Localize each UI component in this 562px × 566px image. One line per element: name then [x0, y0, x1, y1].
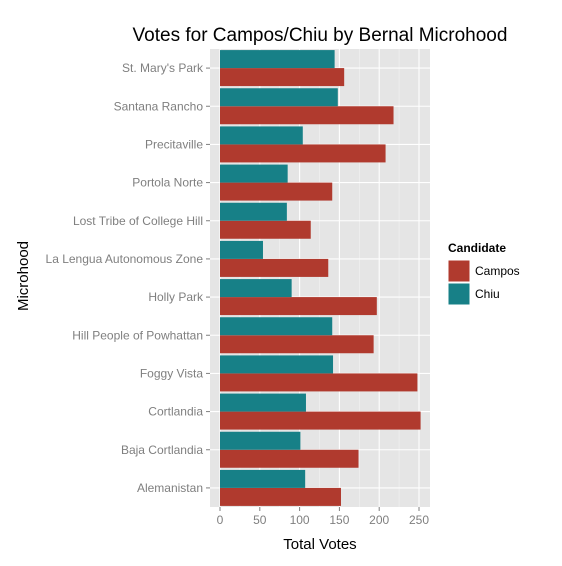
- y-tick-label: Holly Park: [148, 290, 204, 304]
- x-tick-label: 200: [369, 513, 389, 527]
- x-tick-label: 150: [329, 513, 349, 527]
- legend-title: Candidate: [448, 241, 506, 255]
- bar-chiu: [220, 393, 306, 412]
- bar-campos: [220, 68, 345, 87]
- chart-title: Votes for Campos/Chiu by Bernal Microhoo…: [133, 25, 508, 46]
- y-tick-label: Baja Cortlandia: [121, 443, 203, 457]
- bar-campos: [220, 487, 341, 506]
- bar-chiu: [220, 317, 333, 336]
- y-tick-label: Precitaville: [145, 137, 203, 151]
- bar-chiu: [220, 279, 292, 298]
- y-tick-label: Cortlandia: [148, 405, 203, 419]
- y-tick-label: Lost Tribe of College Hill: [73, 214, 203, 228]
- legend-key-chiu: [447, 282, 471, 306]
- bar-campos: [220, 182, 333, 201]
- bar-chiu: [220, 469, 306, 488]
- y-tick-label: Alemanistan: [137, 481, 203, 495]
- bar-campos: [220, 144, 386, 163]
- bar-campos: [220, 297, 377, 316]
- y-tick-label: Hill People of Powhattan: [72, 328, 203, 342]
- bar-campos: [220, 411, 421, 430]
- bar-chiu: [220, 431, 301, 450]
- x-tick-label: 50: [253, 513, 267, 527]
- bar-campos: [220, 449, 359, 468]
- legend-key-campos: [447, 259, 471, 283]
- x-tick-label: 100: [290, 513, 310, 527]
- bar-chiu: [220, 202, 287, 221]
- x-tick-label: 0: [217, 513, 224, 527]
- bar-chiu: [220, 88, 338, 107]
- y-tick-label: La Lengua Autonomous Zone: [46, 252, 204, 266]
- legend-label-campos: Campos: [475, 264, 520, 278]
- bar-campos: [220, 335, 374, 354]
- y-tick-label: Portola Norte: [132, 176, 203, 190]
- y-tick-label: St. Mary's Park: [122, 61, 204, 75]
- bar-chiu: [220, 164, 288, 183]
- y-tick-label: Foggy Vista: [140, 366, 203, 380]
- bar-chiu: [220, 240, 263, 259]
- x-tick-label: 250: [409, 513, 429, 527]
- plot-panel: [210, 49, 430, 507]
- bar-campos: [220, 373, 418, 392]
- bar-campos: [220, 220, 311, 239]
- bar-campos: [220, 106, 394, 125]
- y-tick-label: Santana Rancho: [114, 99, 204, 113]
- bar-chiu: [220, 50, 335, 69]
- y-axis-title: Microhood: [15, 241, 32, 311]
- x-axis-title: Total Votes: [283, 536, 356, 553]
- bar-campos: [220, 258, 329, 277]
- legend-label-chiu: Chiu: [475, 287, 500, 301]
- bar-chiu: [220, 126, 303, 145]
- bar-chiu: [220, 355, 334, 374]
